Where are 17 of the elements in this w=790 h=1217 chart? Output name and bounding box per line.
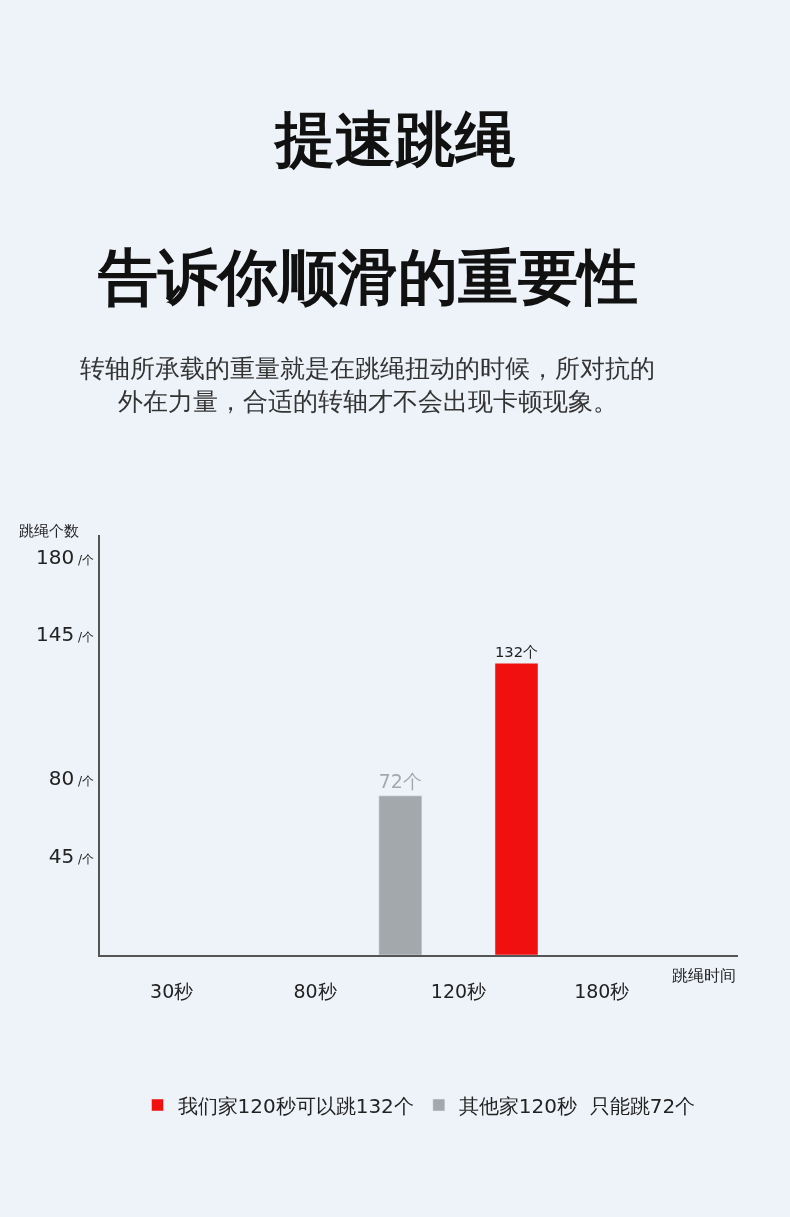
x-axis-title: 跳绳时间	[672, 966, 736, 985]
chart-subtitle: 告诉你顺滑的重要性	[97, 242, 638, 312]
data-label: 72个	[378, 770, 422, 793]
chart-title: 提速跳绳	[273, 104, 516, 174]
y-tick-label: 180 /个	[35, 545, 94, 570]
x-tick-label: 80秒	[293, 979, 337, 1002]
x-tick-label: 180秒	[574, 979, 630, 1002]
legend-label: 其他家120秒 只能跳72个	[458, 1093, 696, 1118]
legend-label: 我们家120秒可以跳132个	[177, 1093, 414, 1118]
y-tick-label: 145 /个	[35, 622, 94, 647]
x-tick-label: 30秒	[150, 979, 194, 1002]
x-tick-label: 120秒	[430, 979, 487, 1002]
y-tick-label: 80 /个	[48, 766, 94, 791]
text: 转轴所承载的重量就是在跳绳扭动的时候，所对抗的外在力量，合适的转轴才不会出现卡顿现象。	[80, 354, 655, 416]
y-tick-label: 45 /个	[48, 843, 94, 868]
y-axis-title: 跳绳个数	[19, 522, 79, 540]
data-label: 132个	[494, 642, 539, 660]
